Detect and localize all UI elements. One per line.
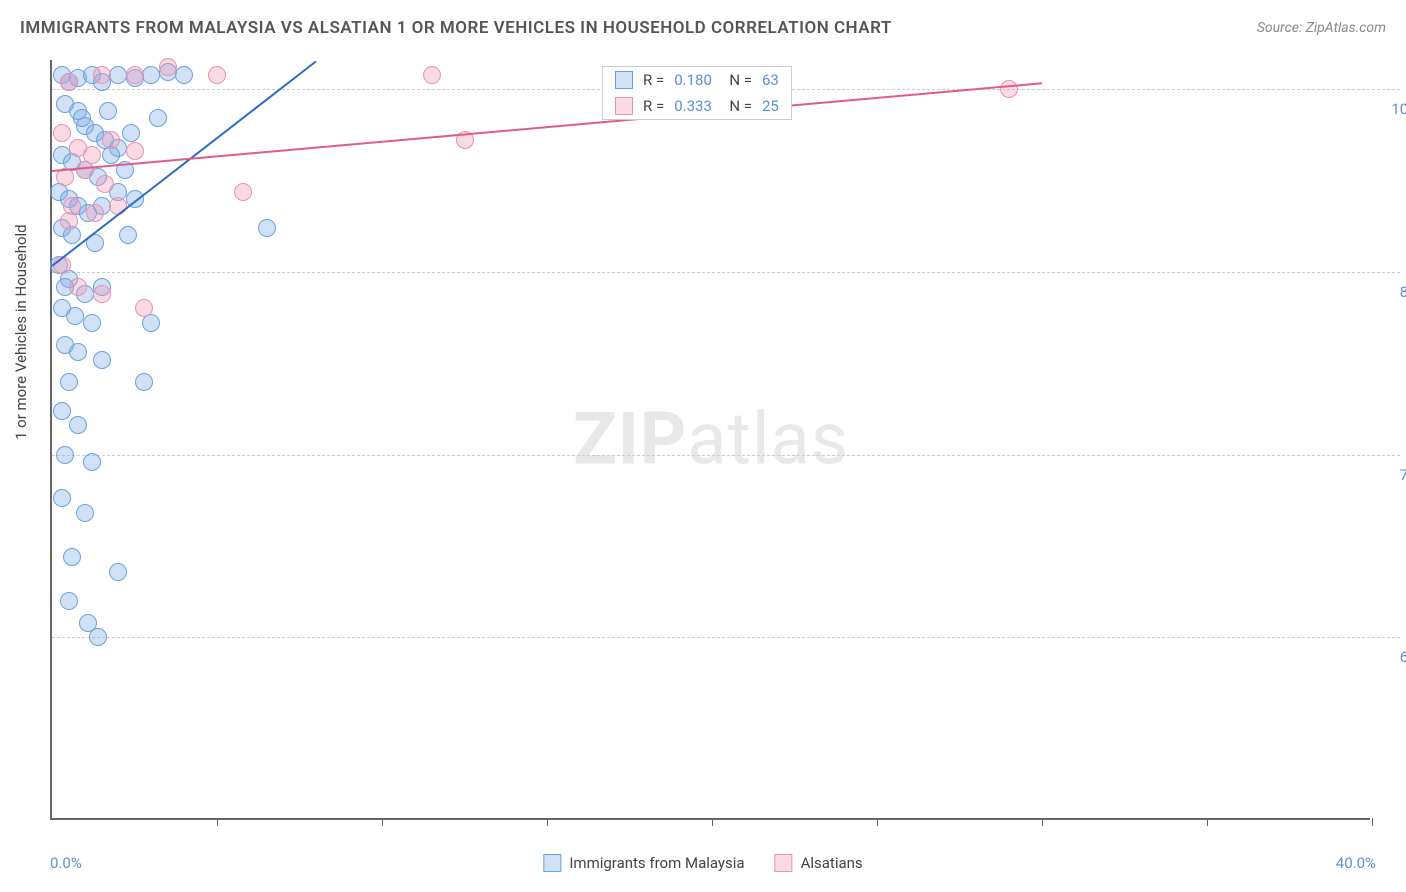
stat-label: R = [643, 71, 664, 89]
scatter-point [135, 373, 153, 391]
stat-label: N = [722, 71, 752, 89]
scatter-point [142, 66, 160, 84]
scatter-point [53, 489, 71, 507]
scatter-point [119, 226, 137, 244]
scatter-point [60, 592, 78, 610]
scatter-point [159, 58, 177, 76]
scatter-point [96, 175, 114, 193]
scatter-point [60, 212, 78, 230]
scatter-point [53, 124, 71, 142]
source-label: Source: ZipAtlas.com [1257, 20, 1386, 36]
scatter-point [93, 285, 111, 303]
bottom-legend: Immigrants from Malaysia Alsatians [543, 854, 862, 872]
scatter-point [83, 314, 101, 332]
legend-label: Immigrants from Malaysia [569, 854, 744, 872]
scatter-point [258, 219, 276, 237]
scatter-point [69, 416, 87, 434]
scatter-point [126, 142, 144, 160]
legend-swatch-icon [775, 854, 793, 872]
x-tick [712, 818, 713, 826]
scatter-point [109, 66, 127, 84]
trend-line [52, 82, 1042, 172]
scatter-point [126, 66, 144, 84]
scatter-point [423, 66, 441, 84]
scatter-point [109, 563, 127, 581]
scatter-point [60, 373, 78, 391]
x-tick [382, 818, 383, 826]
x-tick [877, 818, 878, 826]
scatter-point [175, 66, 193, 84]
scatter-point [69, 343, 87, 361]
stat-value: 63 [762, 71, 779, 89]
y-tick-label: 87.5% [1380, 283, 1406, 301]
scatter-point [102, 131, 120, 149]
x-tick [1207, 818, 1208, 826]
scatter-point [89, 628, 107, 646]
scatter-point [122, 124, 140, 142]
x-axis-start-label: 0.0% [50, 854, 82, 872]
scatter-point [234, 183, 252, 201]
x-axis-end-label: 40.0% [1336, 854, 1376, 872]
scatter-point [93, 66, 111, 84]
gridline [52, 455, 1400, 456]
y-tick-label: 100.0% [1380, 100, 1406, 118]
scatter-point [56, 446, 74, 464]
gridline [52, 637, 1400, 638]
y-tick-label: 62.5% [1380, 648, 1406, 666]
scatter-point [149, 109, 167, 127]
x-tick [217, 818, 218, 826]
scatter-point [208, 66, 226, 84]
stat-value: 0.180 [674, 71, 712, 89]
chart-title: IMMIGRANTS FROM MALAYSIA VS ALSATIAN 1 O… [20, 18, 892, 38]
x-tick [1042, 818, 1043, 826]
stats-row: R = 0.333 N = 25 [603, 93, 791, 119]
scatter-point [69, 278, 87, 296]
scatter-point [86, 204, 104, 222]
stat-label: R = [643, 97, 664, 115]
scatter-point [53, 402, 71, 420]
x-tick [547, 818, 548, 826]
scatter-point [93, 351, 111, 369]
legend-swatch-icon [543, 854, 561, 872]
stat-value: 0.333 [674, 97, 712, 115]
scatter-point [66, 307, 84, 325]
stats-legend-box: R = 0.180 N = 63 R = 0.333 N = 25 [602, 66, 792, 120]
legend-label: Alsatians [801, 854, 863, 872]
scatter-point [60, 73, 78, 91]
scatter-point [76, 504, 94, 522]
stat-value: 25 [762, 97, 779, 115]
x-tick [1372, 818, 1373, 826]
scatter-point [73, 109, 91, 127]
stat-label: N = [722, 97, 752, 115]
scatter-point [63, 548, 81, 566]
stats-row: R = 0.180 N = 63 [603, 67, 791, 93]
y-axis-title: 1 or more Vehicles in Household [12, 224, 30, 440]
scatter-point [99, 102, 117, 120]
legend-swatch-icon [615, 97, 633, 115]
watermark: ZIPatlas [573, 397, 849, 482]
legend-swatch-icon [615, 71, 633, 89]
gridline [52, 272, 1400, 273]
y-tick-label: 75.0% [1380, 466, 1406, 484]
scatter-point [135, 299, 153, 317]
legend-item: Alsatians [775, 854, 863, 872]
scatter-point [83, 453, 101, 471]
scatter-plot-area: ZIPatlas 100.0%87.5%75.0%62.5%R =0.180 N… [50, 60, 1370, 820]
legend-item: Immigrants from Malaysia [543, 854, 744, 872]
scatter-point [1000, 80, 1018, 98]
